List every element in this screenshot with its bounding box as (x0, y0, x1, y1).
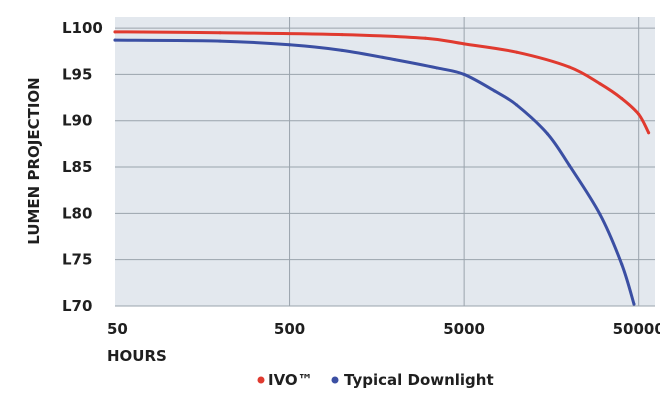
data-point-ivo (423, 36, 427, 40)
data-point-ivo (598, 82, 602, 86)
legend-marker-typical-downlight (331, 376, 339, 384)
data-point-ivo (113, 30, 117, 34)
series-line-ivo (113, 30, 651, 135)
legend-label-ivo: IVO™ (268, 371, 313, 389)
data-point-ivo (218, 31, 222, 35)
y-tick-label: L70 (62, 297, 92, 315)
data-point-typical-downlight (515, 103, 519, 107)
data-point-typical-downlight (632, 302, 636, 306)
plot-background (115, 17, 655, 306)
data-point-ivo (515, 50, 519, 54)
data-point-typical-downlight (598, 212, 602, 216)
y-tick-label: L80 (62, 204, 92, 222)
data-point-typical-downlight (620, 262, 624, 266)
data-point-typical-downlight (462, 72, 466, 76)
data-point-ivo (637, 112, 641, 116)
data-point-typical-downlight (545, 132, 549, 136)
legend-marker-ivo (257, 376, 265, 384)
data-point-typical-downlight (113, 38, 117, 42)
data-point-typical-downlight (288, 43, 292, 47)
y-tick-label: L90 (62, 112, 92, 130)
data-point-ivo (567, 65, 571, 69)
series-line-typical-downlight (113, 38, 636, 306)
data-point-ivo (647, 131, 651, 135)
y-tick-label: L85 (62, 158, 92, 176)
x-axis-title: HOURS (107, 347, 167, 365)
data-point-typical-downlight (393, 58, 397, 62)
x-tick-label: 500 (274, 320, 305, 338)
data-point-typical-downlight (435, 66, 439, 70)
data-point-typical-downlight (493, 89, 497, 93)
y-tick-label: L95 (62, 65, 92, 83)
y-tick-label: L75 (62, 251, 92, 269)
data-point-typical-downlight (567, 163, 571, 167)
x-tick-label: 5000 (443, 320, 485, 338)
legend-label-typical-downlight: Typical Downlight (344, 371, 494, 389)
data-point-ivo (340, 33, 344, 37)
x-tick-label: 50000 (613, 320, 660, 338)
data-point-ivo (620, 97, 624, 101)
data-point-typical-downlight (340, 48, 344, 52)
x-tick-label: 50 (107, 320, 128, 338)
y-axis-title: LUMEN PROJECTION (25, 77, 43, 244)
data-point-typical-downlight (218, 39, 222, 43)
data-point-ivo (462, 42, 466, 46)
y-tick-label: L100 (62, 19, 103, 37)
